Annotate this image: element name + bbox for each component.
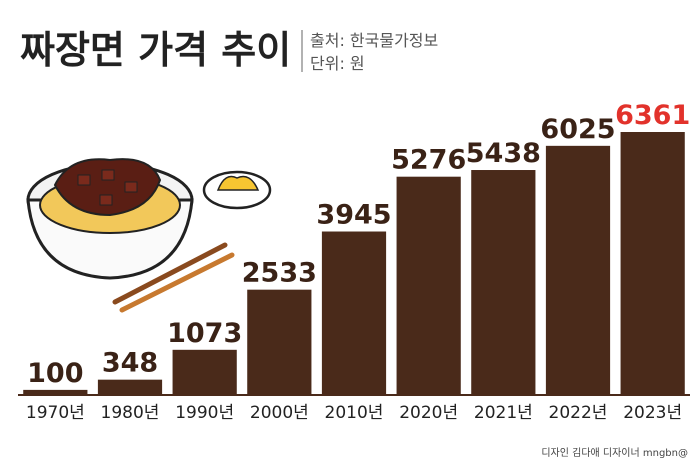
bar (396, 176, 461, 394)
bar (97, 379, 163, 394)
value-label: 2533 (242, 258, 317, 289)
value-label: 1073 (167, 318, 242, 349)
x-tick-label: 2000년 (250, 403, 309, 423)
x-tick-label: 1990년 (175, 403, 234, 423)
x-tick-label: 2023년 (623, 403, 682, 423)
bar (321, 231, 387, 394)
unit: 단위: 원 (310, 54, 365, 73)
value-label: 5438 (466, 138, 541, 169)
value-label: 348 (102, 348, 158, 379)
bar (23, 389, 88, 394)
bar (545, 145, 611, 394)
source: 출처: 한국물가정보 (310, 31, 438, 50)
value-label: 3945 (316, 200, 391, 231)
x-tick-label: 1980년 (101, 403, 160, 423)
chart-title: 짜장면 가격 추이 (20, 28, 291, 72)
credit: 디자인 김다애 디자이너 mngbn@ (541, 447, 688, 459)
bar (247, 289, 312, 394)
x-tick-label: 2022년 (549, 403, 608, 423)
value-label: 6025 (540, 114, 615, 145)
x-tick-label: 2020년 (399, 403, 458, 423)
value-label: 100 (27, 358, 83, 389)
x-tick-label: 1970년 (26, 403, 85, 423)
x-tick-label: 2021년 (474, 403, 533, 423)
x-tick-label: 2010년 (325, 403, 384, 423)
illustration (26, 158, 272, 313)
bar (620, 132, 685, 394)
bar (172, 349, 237, 394)
value-label: 5276 (391, 145, 466, 176)
value-label: 6361 (615, 100, 690, 131)
bar (471, 170, 536, 394)
